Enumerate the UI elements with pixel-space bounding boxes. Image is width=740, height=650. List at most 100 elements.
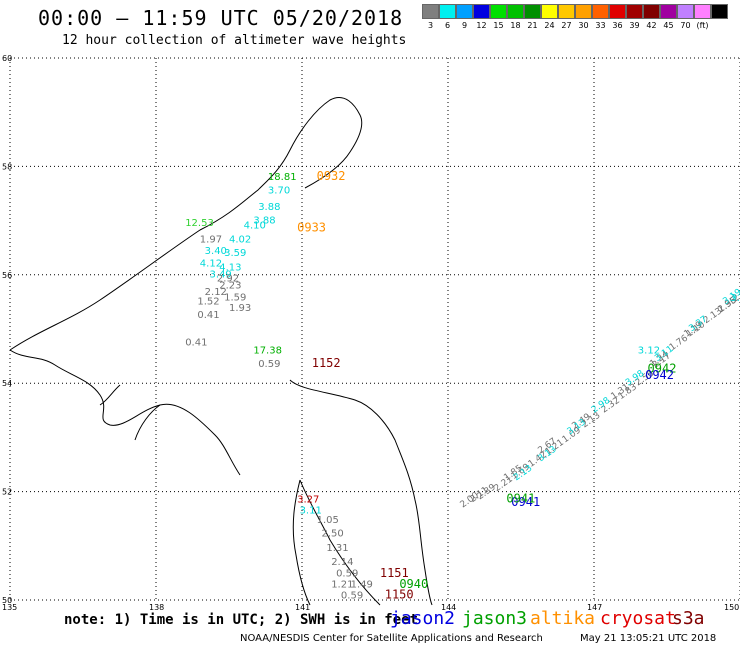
legend-swatch: 45 (660, 4, 677, 30)
legend-label: 27 (561, 21, 572, 30)
wave-height-label: 4.10 (244, 221, 266, 232)
legend-swatch: 30 (575, 4, 592, 30)
legend-swatch: 9 (456, 4, 473, 30)
wave-height-label: 0.59 (341, 590, 363, 601)
legend-label: 39 (629, 21, 640, 30)
legend-label: 42 (646, 21, 657, 30)
lon-label: 135 (2, 603, 17, 612)
legend-swatch: 18 (507, 4, 524, 30)
pass-time-label: 0942 (648, 361, 677, 375)
legend-swatch (711, 4, 728, 30)
legend-swatch: 12 (473, 4, 490, 30)
footer-timestamp: May 21 13:05:21 UTC 2018 (580, 633, 717, 644)
wave-height-label: 3.11 (300, 505, 322, 516)
color-legend: 3 6 9 12 15 18 21 24 27 30 33 36 39 42 45 70 (ft) (422, 4, 728, 30)
lon-label: 141 (295, 603, 310, 612)
pass-time-label: 1152 (312, 356, 341, 370)
wave-height-label: 1.49 (351, 580, 373, 591)
legend-swatch: 39 (626, 4, 643, 30)
wave-height-label: 12.53 (185, 218, 214, 229)
legend-label: (ft) (696, 21, 709, 30)
wave-height-label: 2.92 (217, 273, 239, 284)
lat-label: 56 (2, 271, 12, 280)
wave-height-label: 1.97 (200, 234, 222, 245)
lon-label: 144 (441, 603, 456, 612)
wave-height-label: 2.23 (219, 280, 241, 291)
pass-time-label: 1151 (380, 566, 409, 580)
legend-label: 33 (595, 21, 606, 30)
lon-label: 147 (587, 603, 602, 612)
lon-label: 150 (724, 603, 739, 612)
legend-label: 24 (544, 21, 555, 30)
wave-height-label: 1.05 (317, 515, 339, 526)
legend-swatch: 15 (490, 4, 507, 30)
legend-swatch: 70 (677, 4, 694, 30)
legend-label: 6 (444, 21, 451, 30)
legend-label: 9 (461, 21, 468, 30)
wave-height-label: 3.27 (297, 494, 319, 505)
legend-swatch: 36 (609, 4, 626, 30)
note-text: note: 1) Time is in UTC; 2) SWH is in fe… (64, 612, 419, 628)
wave-height-label: 3.49 (210, 270, 232, 281)
legend-swatch: 6 (439, 4, 456, 30)
wave-height-label: 4.12 (200, 259, 222, 270)
wave-height-label: 0.59 (258, 359, 280, 370)
pass-time-label: 1150 (385, 587, 414, 601)
legend-label: 3 (427, 21, 434, 30)
wave-height-label: 2.12 (205, 287, 227, 298)
lon-label: 138 (149, 603, 164, 612)
pass-time-label: 0941 (511, 495, 540, 509)
observation-labels: 18.81 0932 3.70 3.88 3.88 12.53 4.10 0933 1.97 4.… (185, 169, 740, 601)
legend-swatch: 27 (558, 4, 575, 30)
legend-label: 12 (476, 21, 487, 30)
pass-time-label: 0941 (506, 491, 535, 505)
wave-height-label: 3.40 (205, 246, 227, 257)
wave-height-label: 3.19 (730, 293, 740, 304)
pass-time-label: 0940 (399, 577, 428, 591)
legend-swatch: 3 (422, 4, 439, 30)
wave-height-label: 1.52 (197, 297, 219, 308)
wave-height-label: 1.21 (331, 580, 353, 591)
wave-height-label: 3.12 (638, 345, 660, 356)
wave-height-label: 0.59 (336, 569, 358, 580)
coastline (9, 97, 433, 606)
satellite-name: altika (530, 608, 596, 629)
wave-height-label: 0.41 (185, 337, 207, 348)
lat-label: 54 (2, 379, 12, 388)
wave-height-label: 3.88 (253, 215, 275, 226)
satellite-name: jason2 (390, 608, 456, 629)
track-label: 2.41 (731, 285, 740, 305)
legend-swatch: 24 (541, 4, 558, 30)
wave-height-label: 1.31 (326, 543, 348, 554)
wave-height-label: 0.41 (197, 310, 219, 321)
legend-swatch: 42 (643, 4, 660, 30)
wave-height-label: 2.14 (331, 557, 353, 568)
wave-height-label: 18.81 (268, 172, 297, 183)
wave-height-label: 3.88 (258, 202, 280, 213)
legend-label: 21 (527, 21, 538, 30)
legend-label: 30 (578, 21, 589, 30)
map-subtitle: 12 hour collection of altimeter wave hei… (62, 33, 407, 48)
legend-swatch: (ft) (694, 4, 711, 30)
footer-credit: NOAA/NESDIS Center for Satellite Applica… (240, 633, 543, 644)
legend-swatch: 33 (592, 4, 609, 30)
wave-height-label: 3.70 (268, 186, 290, 197)
wave-height-label: 1.59 (224, 292, 246, 303)
wave-height-label: 4.02 (229, 234, 251, 245)
map-title: 00:00 – 11:59 UTC 05/20/2018 (38, 6, 404, 30)
satellite-tracks: 2.002.392.211.691.421.211.092.132.321.83… (459, 285, 740, 511)
satellite-name: cryosat (600, 608, 676, 629)
wave-height-label: 4.13 (219, 262, 241, 273)
legend-label: 15 (493, 21, 504, 30)
legend-label: 18 (510, 21, 521, 30)
legend-label: 70 (680, 21, 691, 30)
legend-swatch: 21 (524, 4, 541, 30)
lat-label: 60 (2, 54, 12, 63)
satellite-name: s3a (672, 608, 705, 629)
lat-label: 58 (2, 162, 12, 171)
grid-lines (9, 57, 740, 601)
wave-height-label: 17.38 (253, 345, 282, 356)
lat-label: 50 (2, 596, 12, 605)
